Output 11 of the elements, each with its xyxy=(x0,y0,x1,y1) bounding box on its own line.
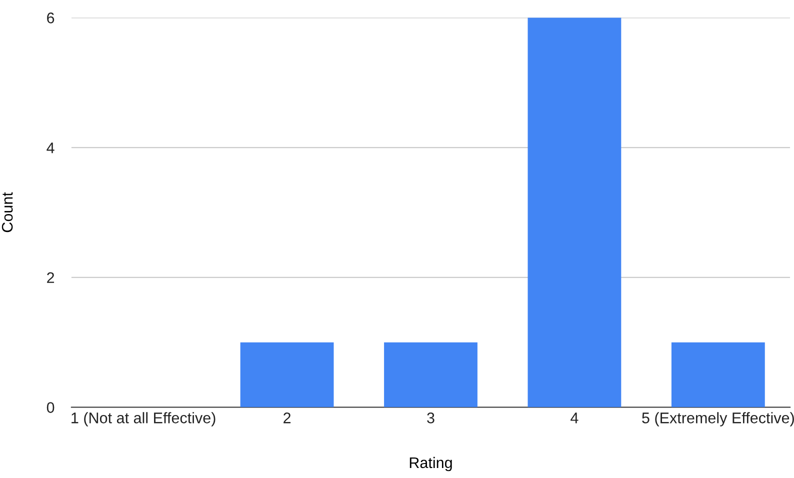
y-axis-title: Count xyxy=(2,192,13,232)
y-tick-label: 4 xyxy=(46,142,54,154)
y-tick-label: 6 xyxy=(47,12,54,24)
x-tick-label: 5 (Extremely Effective) xyxy=(642,412,794,426)
x-tick-label: 2 xyxy=(284,412,291,424)
y-tick-label: 0 xyxy=(46,402,54,413)
x-tick-label: 3 xyxy=(427,412,434,424)
x-tick-label: 1 (Not at all Effective) xyxy=(72,412,216,426)
y-tick-label: 2 xyxy=(47,272,54,283)
x-tick-label: 4 xyxy=(570,412,578,424)
x-axis-title: Rating xyxy=(410,456,452,472)
